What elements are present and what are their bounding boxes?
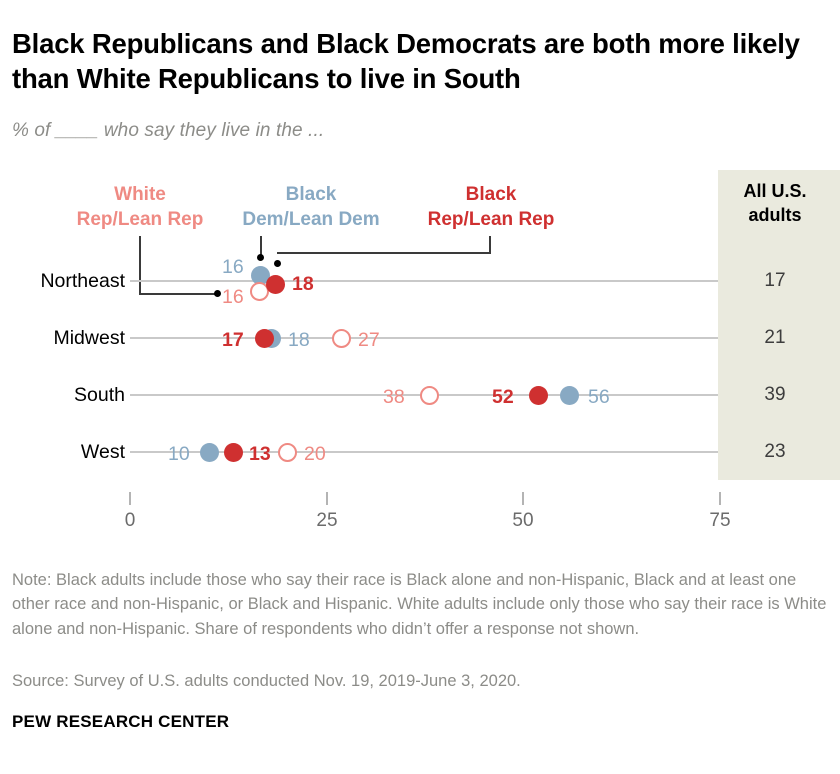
- leader-dot-white-rep: [214, 290, 221, 297]
- legend-black-rep-line1: Black: [465, 184, 517, 205]
- value-white-rep-south: 38: [383, 386, 405, 408]
- all-us-adults-header-line1: All U.S.: [743, 181, 807, 201]
- value-black-rep-midwest: 17: [222, 329, 244, 351]
- value-white-rep-west: 20: [304, 443, 326, 465]
- region-label-south: South: [74, 384, 125, 406]
- marker-white-rep-midwest[interactable]: [332, 329, 351, 348]
- marker-black-dem-west[interactable]: [200, 443, 219, 462]
- legend-black-rep: Black Rep/Lean Rep: [408, 182, 574, 232]
- value-black-dem-south: 56: [588, 386, 610, 408]
- legend-white-rep-line1: White: [114, 184, 166, 205]
- value-black-dem-west: 10: [168, 443, 190, 465]
- marker-white-rep-northeast[interactable]: [250, 282, 269, 301]
- value-black-rep-west: 13: [249, 443, 271, 465]
- value-white-rep-northeast: 16: [222, 286, 244, 308]
- marker-white-rep-south[interactable]: [420, 386, 439, 405]
- leader-line-white-rep-vertical: [139, 236, 141, 294]
- leader-line-black-rep-horizontal: [277, 252, 491, 254]
- marker-black-dem-south[interactable]: [560, 386, 579, 405]
- chart-byline: PEW RESEARCH CENTER: [12, 712, 230, 731]
- marker-black-rep-west[interactable]: [224, 443, 243, 462]
- leader-line-black-dem-vertical: [260, 236, 262, 258]
- chart-note: Note: Black adults include those who say…: [12, 571, 827, 638]
- marker-black-dem-northeast[interactable]: [251, 266, 270, 285]
- chart-source: Source: Survey of U.S. adults conducted …: [12, 672, 521, 690]
- value-black-dem-midwest: 18: [288, 329, 310, 351]
- axis-tick-25: [326, 492, 328, 505]
- all-us-adults-value-northeast: 17: [764, 270, 786, 291]
- legend-black-dem-line2: Dem/Lean Dem: [242, 209, 380, 231]
- all-us-adults-panel: [718, 170, 840, 480]
- axis-label-0: 0: [124, 510, 136, 531]
- axis-tick-0: [129, 492, 131, 505]
- legend-black-rep-line2: Rep/Lean Rep: [427, 209, 555, 231]
- marker-black-rep-south[interactable]: [529, 386, 548, 405]
- chart-subtitle: % of ____ who say they live in the ...: [12, 120, 325, 141]
- leader-line-black-rep-vertical: [489, 236, 491, 254]
- value-white-rep-midwest: 27: [358, 329, 380, 351]
- all-us-adults-value-midwest: 21: [764, 327, 786, 348]
- region-label-midwest: Midwest: [53, 327, 125, 349]
- row-line-northeast: [130, 280, 718, 282]
- axis-label-75: 75: [709, 510, 731, 531]
- marker-black-rep-northeast[interactable]: [266, 275, 285, 294]
- all-us-adults-header: All U.S. adults: [718, 180, 832, 228]
- axis-label-50: 50: [512, 510, 534, 531]
- value-black-dem-northeast: 16: [222, 256, 244, 278]
- leader-dot-black-rep: [274, 260, 281, 267]
- legend-black-dem-line1: Black: [285, 184, 337, 205]
- marker-black-rep-midwest[interactable]: [255, 329, 274, 348]
- legend-black-dem: Black Dem/Lean Dem: [228, 182, 394, 232]
- row-line-west: [130, 451, 718, 453]
- value-black-rep-northeast: 18: [292, 273, 314, 295]
- axis-tick-75: [719, 492, 721, 505]
- legend-white-rep-line2: Rep/Lean Rep: [76, 209, 204, 231]
- leader-dot-black-dem: [257, 254, 264, 261]
- all-us-adults-value-south: 39: [764, 384, 786, 405]
- row-line-midwest: [130, 337, 718, 339]
- axis-label-25: 25: [316, 510, 338, 531]
- marker-white-rep-west[interactable]: [278, 443, 297, 462]
- axis-tick-50: [522, 492, 524, 505]
- page-title: Black Republicans and Black Democrats ar…: [12, 28, 800, 95]
- leader-line-white-rep-horizontal: [139, 293, 217, 295]
- all-us-adults-header-line2: adults: [748, 204, 802, 225]
- value-black-rep-south: 52: [492, 386, 514, 408]
- legend-white-rep: White Rep/Lean Rep: [65, 182, 215, 232]
- region-label-northeast: Northeast: [40, 270, 125, 292]
- region-label-west: West: [80, 441, 125, 463]
- all-us-adults-value-west: 23: [764, 441, 786, 462]
